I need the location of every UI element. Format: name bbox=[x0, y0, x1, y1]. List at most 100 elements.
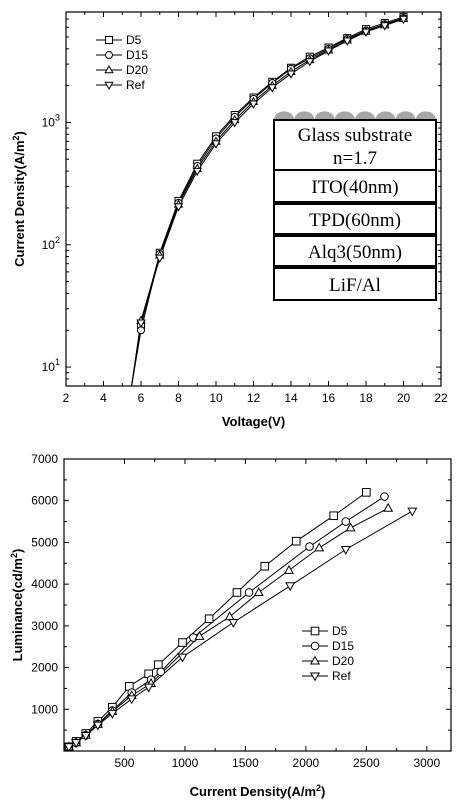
data-point-ref bbox=[173, 203, 184, 212]
data-point-ref bbox=[267, 84, 277, 93]
x-tick-label: 10 bbox=[209, 391, 223, 405]
data-point-ref bbox=[285, 582, 296, 592]
x-tick-label: 6 bbox=[138, 391, 145, 405]
x-tick-label: 14 bbox=[284, 391, 298, 405]
data-point-d5 bbox=[178, 638, 187, 647]
data-point-ref bbox=[248, 100, 259, 109]
legend-marker-ref bbox=[309, 672, 321, 682]
data-point-d5 bbox=[204, 614, 214, 624]
legend-label-ref: Ref bbox=[126, 78, 145, 92]
data-point-ref bbox=[361, 28, 371, 37]
layer-label: n=1.7 bbox=[333, 148, 377, 169]
data-point-d5 bbox=[291, 536, 301, 546]
microlens bbox=[415, 111, 436, 120]
microlens bbox=[334, 111, 355, 120]
device-layer bbox=[273, 169, 437, 203]
y-axis-title: Luminance(cd/m2) bbox=[9, 549, 25, 662]
legend-marker-d5 bbox=[310, 626, 320, 636]
x-tick-label: 3000 bbox=[413, 756, 440, 770]
legend-marker-ref bbox=[104, 81, 114, 91]
data-point-d5 bbox=[329, 511, 338, 521]
microlens bbox=[314, 111, 335, 120]
x-tick-label: 2 bbox=[63, 391, 70, 405]
data-point-d15 bbox=[244, 588, 254, 597]
data-point-d20 bbox=[345, 522, 356, 532]
layer-label: Alq3(50nm) bbox=[308, 242, 402, 263]
data-point-ref bbox=[305, 58, 315, 67]
legend-label-ref: Ref bbox=[332, 669, 351, 683]
microlens bbox=[395, 111, 416, 120]
data-point-ref bbox=[407, 507, 418, 517]
data-area bbox=[64, 488, 418, 751]
layer-label: TPD(60nm) bbox=[309, 210, 401, 231]
legend-label-d20: D20 bbox=[332, 654, 354, 668]
legend-label-d5: D5 bbox=[332, 624, 348, 638]
legend-marker-d20 bbox=[104, 64, 114, 74]
layer-label: LiF/Al bbox=[329, 275, 381, 296]
data-point-d20 bbox=[383, 502, 394, 512]
legend-marker-d20 bbox=[309, 655, 321, 665]
y-axis-title: Current Density(A/m2) bbox=[11, 131, 27, 267]
data-point-ref bbox=[380, 22, 390, 31]
data-point-ref bbox=[143, 683, 154, 693]
layer-label: Glass substrate bbox=[298, 125, 413, 146]
y-tick-label: 2000 bbox=[31, 661, 58, 675]
data-point-d15 bbox=[380, 492, 389, 501]
microlens bbox=[355, 111, 376, 120]
x-tick-label: 1000 bbox=[172, 756, 199, 770]
chart-current-density-vs-voltage: 2 4 6 8 10 12 14 16 18 20 22 101 102 103 Voltage(V) Cur… bbox=[11, 11, 448, 429]
y-tick-label: 7000 bbox=[31, 452, 58, 466]
y-tick-label: 5000 bbox=[31, 535, 58, 549]
series-line-ref bbox=[68, 510, 413, 748]
data-point-d20 bbox=[253, 587, 264, 597]
data-point-ref bbox=[136, 319, 146, 328]
x-tick-label: 18 bbox=[359, 391, 373, 405]
x-tick-label: 2500 bbox=[353, 756, 380, 770]
data-point-ref bbox=[340, 545, 351, 555]
y-tick-label: 4000 bbox=[31, 577, 58, 591]
data-point-d20 bbox=[314, 542, 325, 552]
legend-label-d15: D15 bbox=[126, 48, 148, 62]
x-tick-label: 500 bbox=[114, 756, 134, 770]
microlens bbox=[375, 111, 396, 120]
legend-label-d5: D5 bbox=[126, 33, 142, 47]
x-tick-label: 4 bbox=[100, 391, 107, 405]
data-point-d15 bbox=[156, 667, 166, 677]
y-tick-label: 3000 bbox=[31, 619, 58, 633]
data-point-d5 bbox=[260, 561, 270, 571]
y-tick-label: 1000 bbox=[31, 702, 58, 716]
data-point-ref bbox=[64, 743, 74, 751]
plot-frame bbox=[63, 458, 452, 752]
data-point-ref bbox=[80, 732, 91, 741]
chart-luminance-vs-current-density: 500 1000 1500 2000 2500 3000 1000 2000 3000 4000 5… bbox=[9, 452, 452, 799]
x-tick-label: 12 bbox=[247, 391, 261, 405]
legend-label-d20: D20 bbox=[126, 63, 148, 77]
data-point-ref bbox=[211, 140, 221, 149]
device-layer bbox=[273, 203, 437, 235]
series-line-ref bbox=[131, 18, 404, 386]
x-tick-label: 20 bbox=[397, 391, 411, 405]
x-tick-label: 1500 bbox=[232, 756, 259, 770]
data-point-d20 bbox=[194, 630, 205, 640]
legend-marker-d15 bbox=[310, 641, 320, 651]
data-point-ref bbox=[192, 167, 202, 177]
x-axis-title: Voltage(V) bbox=[222, 414, 285, 429]
y-tick-label: 102 bbox=[42, 235, 60, 252]
x-tick-label: 8 bbox=[175, 391, 182, 405]
legend-marker-d15 bbox=[105, 51, 113, 59]
y-tick-label: 101 bbox=[42, 357, 60, 374]
x-tick-label: 22 bbox=[434, 391, 448, 405]
data-point-ref bbox=[286, 70, 296, 79]
data-point-ref bbox=[71, 739, 82, 749]
device-layer bbox=[273, 235, 437, 267]
data-point-d20 bbox=[224, 611, 235, 621]
data-point-ref bbox=[155, 254, 165, 263]
data-area bbox=[131, 12, 409, 386]
x-tick-label: 16 bbox=[322, 391, 336, 405]
x-axis-title: Current Density(A/m2) bbox=[190, 783, 326, 799]
series-line-d5 bbox=[131, 16, 404, 386]
layer-label: ITO(40nm) bbox=[311, 177, 398, 198]
microlens-array bbox=[274, 111, 436, 120]
data-point-d15 bbox=[305, 542, 314, 551]
